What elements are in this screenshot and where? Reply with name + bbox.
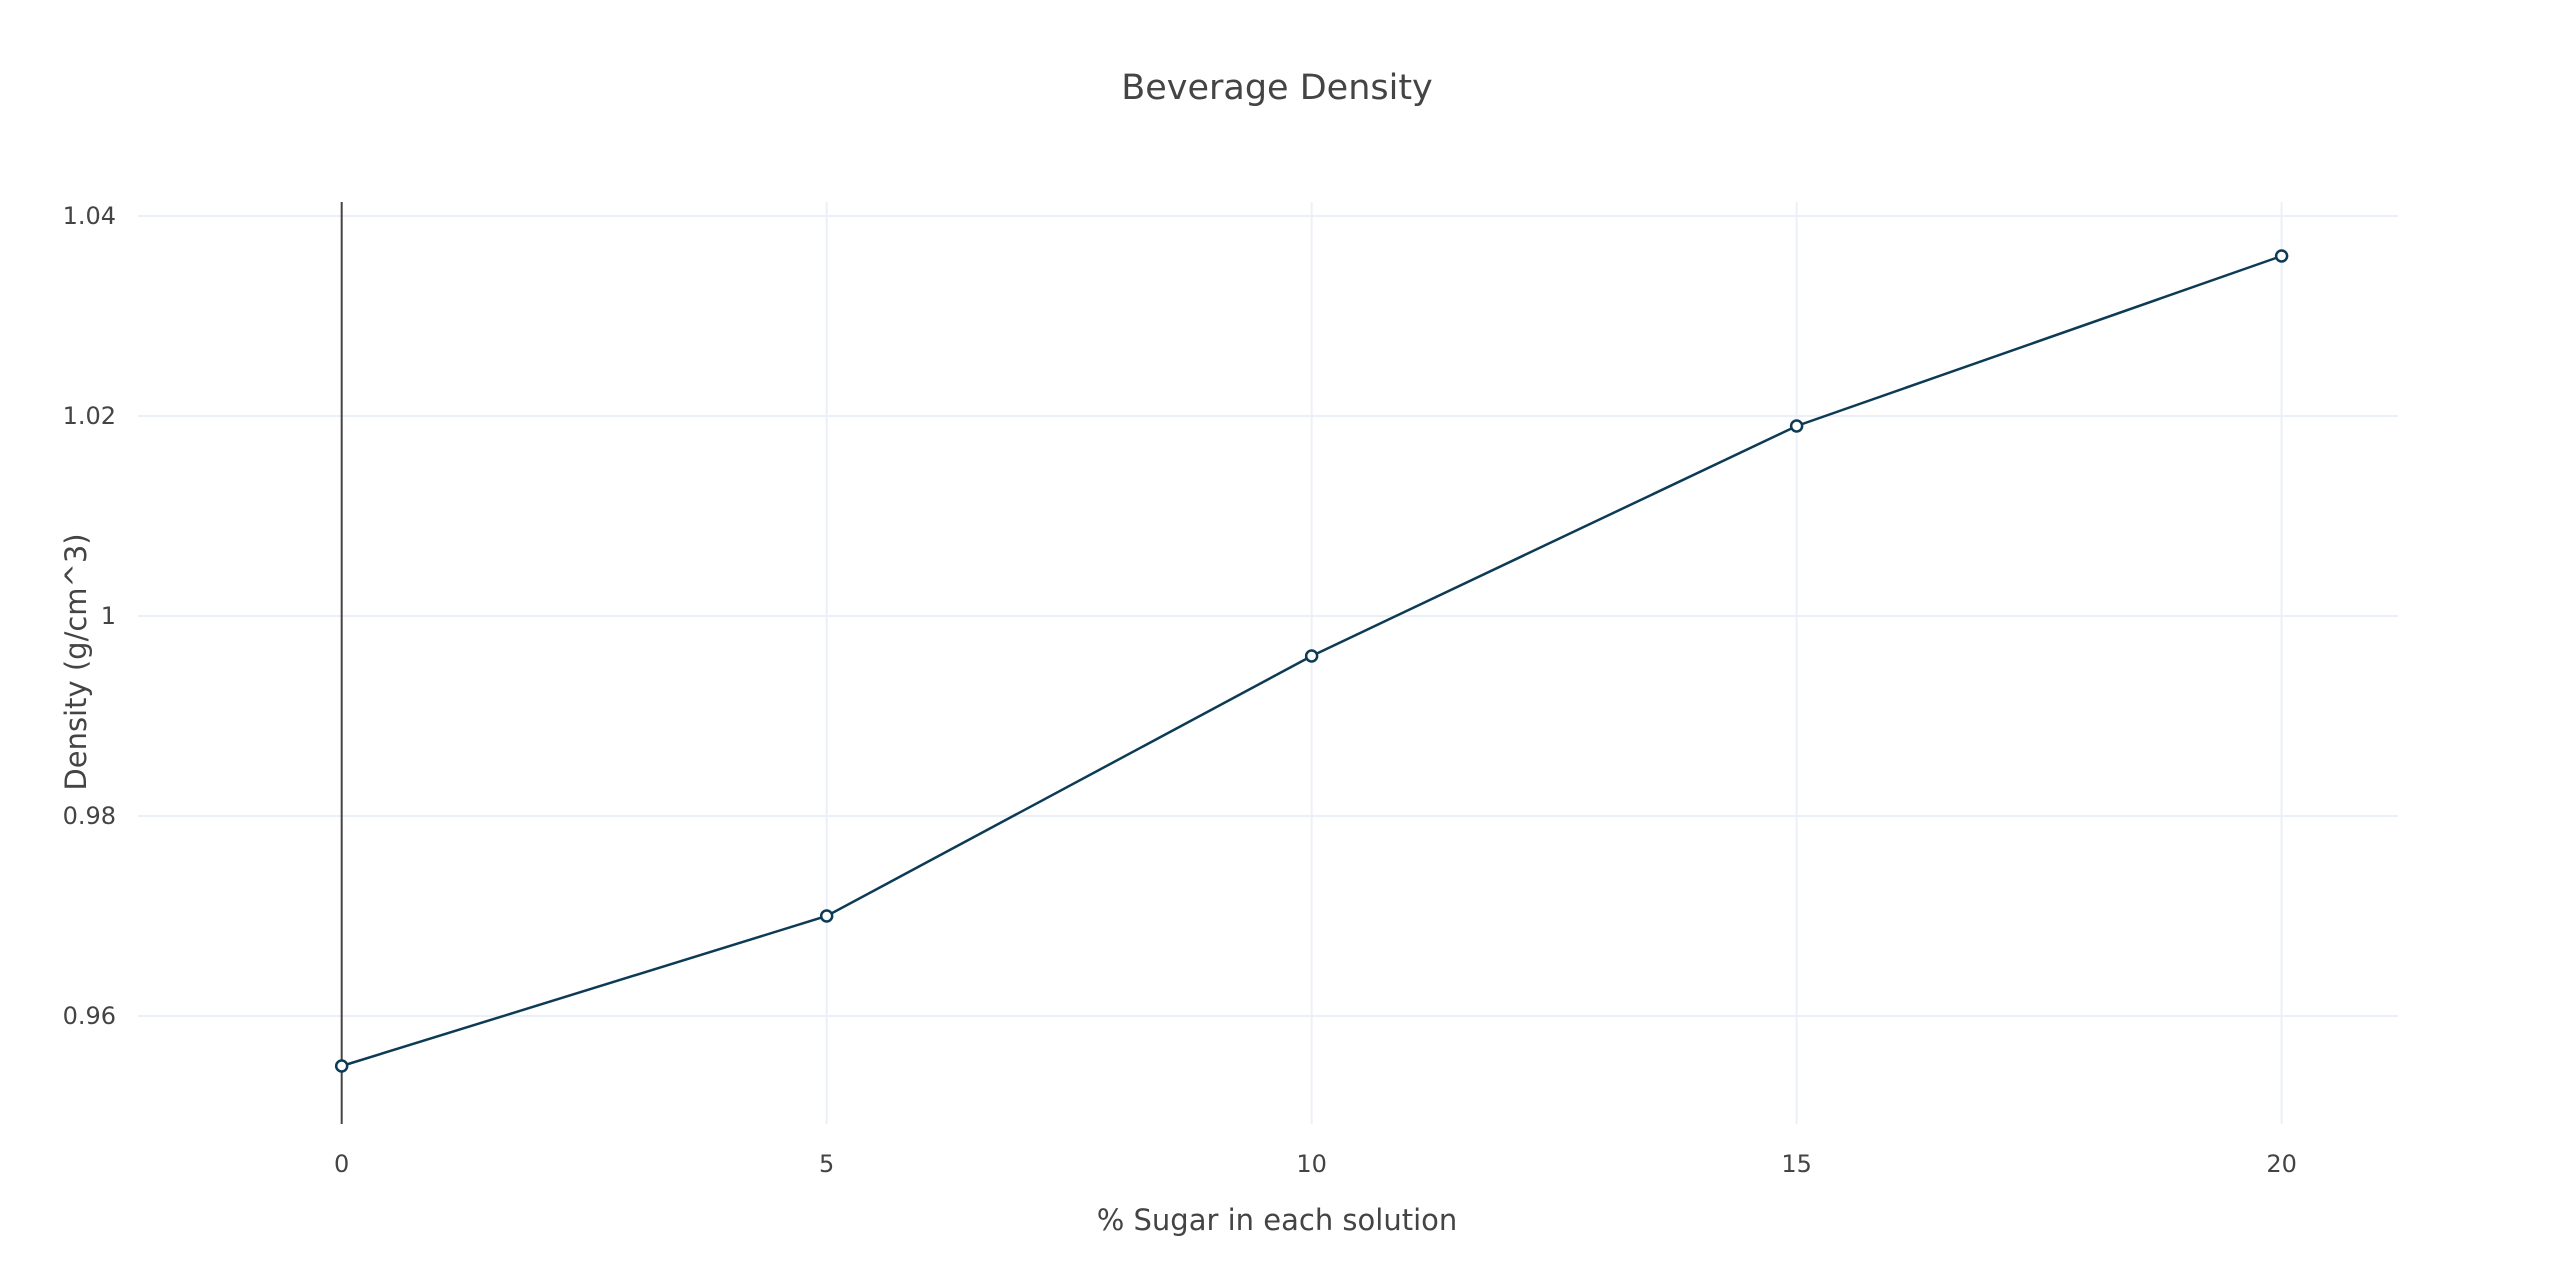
data-point-0-1[interactable]: [819, 909, 834, 923]
y-axis-title: Density (g/cm^3): [59, 533, 93, 790]
x-tick-label-2: 10: [1296, 1150, 1327, 1178]
x-tick-label-0: 0: [334, 1150, 349, 1178]
y-tick-label-1: 0.98: [63, 802, 116, 830]
grid-lines: [138, 202, 2398, 1124]
x-tick-label-4: 20: [2266, 1150, 2297, 1178]
y-tick-label-2: 1: [101, 602, 116, 630]
x-tick-label-1: 5: [819, 1150, 834, 1178]
y-tick-label-4: 1.04: [63, 202, 116, 230]
y-tick-label-3: 1.02: [63, 402, 116, 430]
chart-title: Beverage Density: [1121, 68, 1433, 108]
y-tick-label-0: 0.96: [63, 1002, 116, 1030]
series-layer: [334, 249, 2289, 1073]
data-point-0-2[interactable]: [1304, 649, 1319, 663]
x-axis-title: % Sugar in each solution: [1097, 1203, 1458, 1237]
data-point-0-3[interactable]: [1789, 419, 1804, 433]
data-point-0-0[interactable]: [334, 1059, 349, 1073]
data-point-0-4[interactable]: [2274, 249, 2289, 263]
x-tick-label-3: 15: [1781, 1150, 1812, 1178]
tick-labels: 0 5 10 15 20 0.96 0.98 1 1.02 1.04: [63, 202, 2297, 1178]
